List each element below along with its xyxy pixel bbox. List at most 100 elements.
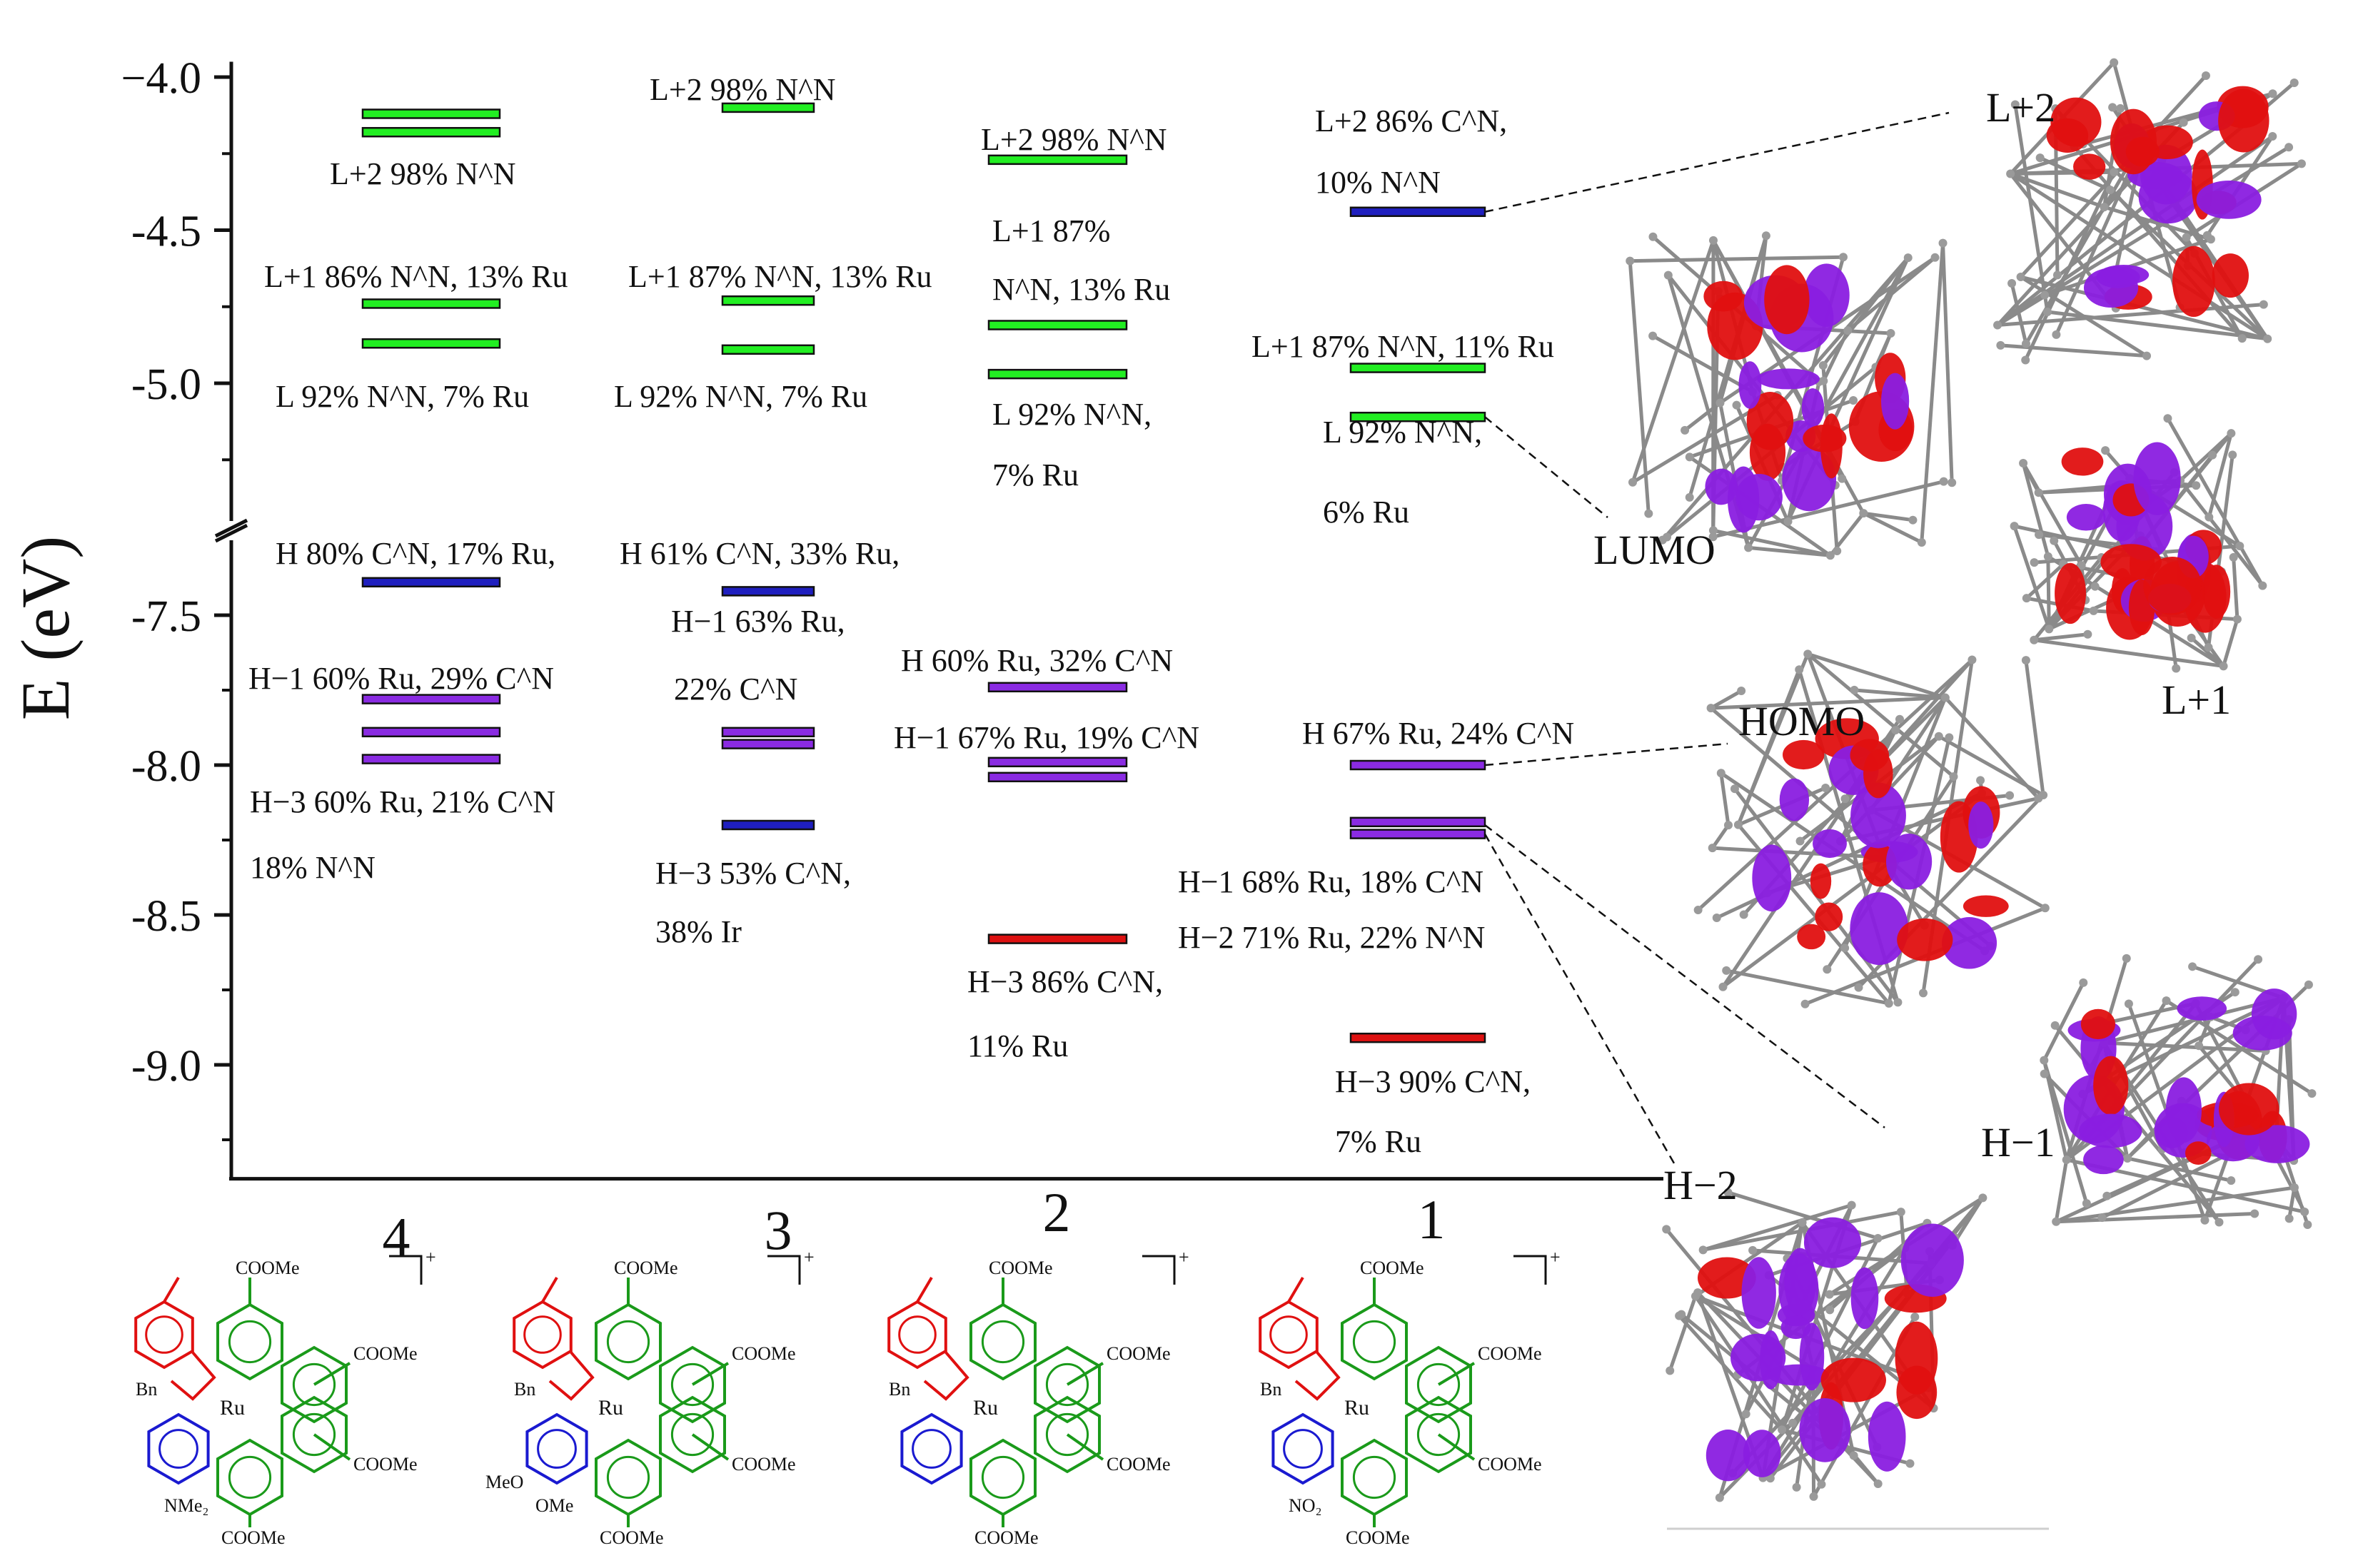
atom (2052, 270, 2062, 280)
atom (1666, 1366, 1675, 1375)
bond (1710, 689, 1743, 710)
bond (2042, 1059, 2089, 1204)
atom (1783, 517, 1793, 526)
orbital-lobe (1797, 924, 1826, 950)
orbital-lobe (2202, 565, 2231, 619)
ring (900, 1412, 963, 1485)
ring-inner (228, 1455, 272, 1499)
bond (1822, 330, 1850, 382)
bond (2222, 618, 2239, 667)
ester-label: COOMe (732, 1343, 796, 1364)
atom (1873, 1479, 1883, 1488)
atom (2182, 233, 2191, 242)
ester-label: COOMe (1478, 1454, 1542, 1475)
atom (2021, 355, 2030, 365)
bond (1938, 734, 2045, 797)
bond (1874, 333, 1893, 368)
atom (1677, 1310, 1686, 1319)
energy-level-bar (1349, 829, 1486, 839)
level-label: L+1 86% N^N, 13% Ru (264, 259, 568, 294)
bond (2056, 1211, 2255, 1224)
atom (2030, 558, 2039, 567)
atom (1934, 732, 1943, 741)
atom (2097, 1213, 2107, 1223)
benzyl-label: Bn (889, 1379, 910, 1400)
atom (1708, 236, 1718, 245)
atom (1833, 547, 1842, 556)
atom (1886, 329, 1895, 338)
atom (1685, 452, 1694, 462)
ring (595, 1438, 662, 1517)
atom (1949, 772, 1958, 782)
atom (1712, 914, 1721, 923)
ester-label: COOMe (353, 1343, 418, 1364)
ring (1341, 1303, 1408, 1381)
orbital-lobe (2218, 88, 2269, 153)
atom (2039, 790, 2048, 799)
atom (2021, 656, 2030, 665)
atom (2300, 1208, 2309, 1217)
ester-bond (1437, 1362, 1476, 1386)
orbital-lobe (2055, 562, 2086, 624)
ring-inner (292, 1362, 336, 1407)
atom (2043, 552, 2052, 561)
ester-bond (691, 1362, 730, 1386)
atom (1910, 1312, 1920, 1322)
ring (1341, 1438, 1408, 1517)
atom (1693, 906, 1703, 915)
atom (2016, 273, 2025, 282)
atom (2034, 488, 2043, 497)
y-tick-label: −4.0 (121, 54, 201, 103)
orbital-renderings: L+2 LUMO L+1 HOMO H−1 H−2 (1593, 58, 2317, 1530)
bond (2046, 556, 2051, 629)
level-label: 10% N^N (1315, 165, 1441, 200)
bond (1846, 256, 1937, 333)
compound-number: 3 (765, 1199, 792, 1261)
ester-label: COOMe (1346, 1527, 1410, 1548)
atom (1818, 360, 1828, 370)
energy-level-bar (1349, 816, 1486, 828)
orbital-lobe (1801, 388, 1825, 428)
atom (1737, 687, 1746, 696)
orbital-label: H−2 (1663, 1162, 1738, 1208)
atom (1765, 1474, 1775, 1483)
y-tick-label: -7.5 (131, 592, 201, 641)
orbital-lobe (2072, 153, 2106, 180)
ring (216, 1303, 283, 1381)
energy-level-bar (1349, 363, 1486, 373)
substituent-label: OMe (535, 1495, 573, 1516)
atom (1723, 1188, 1733, 1197)
ester-label: COOMe (732, 1454, 796, 1475)
level-label: H−3 86% C^N, (967, 964, 1163, 999)
orbital-lobe (2218, 1083, 2279, 1135)
bond (1863, 511, 1923, 545)
orbital-lobe (2244, 1125, 2310, 1163)
atom (1873, 1233, 1883, 1243)
atom (1792, 1482, 1801, 1492)
bond (1630, 255, 1844, 263)
bond (2054, 1159, 2069, 1223)
atom (2289, 1183, 2299, 1193)
orbital-lobe (1813, 829, 1847, 859)
atom (2040, 904, 2050, 913)
level-label: 38% Ir (655, 914, 742, 949)
energy-level-bar (361, 298, 501, 309)
atom (2089, 606, 2098, 615)
ester-label: COOMe (1360, 1258, 1424, 1278)
orbital-lobe (2100, 544, 2162, 581)
atom (1761, 231, 1770, 241)
methyl (1287, 1276, 1304, 1303)
atom (2192, 481, 2201, 490)
atom (2101, 446, 2110, 455)
y-tick-label: -9.0 (131, 1042, 201, 1091)
level-label: H 80% C^N, 17% Ru, (276, 536, 555, 571)
level-label: H−3 53% C^N, (655, 856, 851, 891)
level-label: 6% Ru (1323, 495, 1409, 530)
energy-level-bar (721, 739, 815, 749)
orbital-lobe (1768, 1364, 1830, 1386)
energy-level-bar (721, 295, 815, 306)
energy-level-bar (361, 754, 501, 764)
atom (1739, 910, 1748, 919)
atom (2227, 429, 2236, 438)
atom (2050, 536, 2059, 545)
